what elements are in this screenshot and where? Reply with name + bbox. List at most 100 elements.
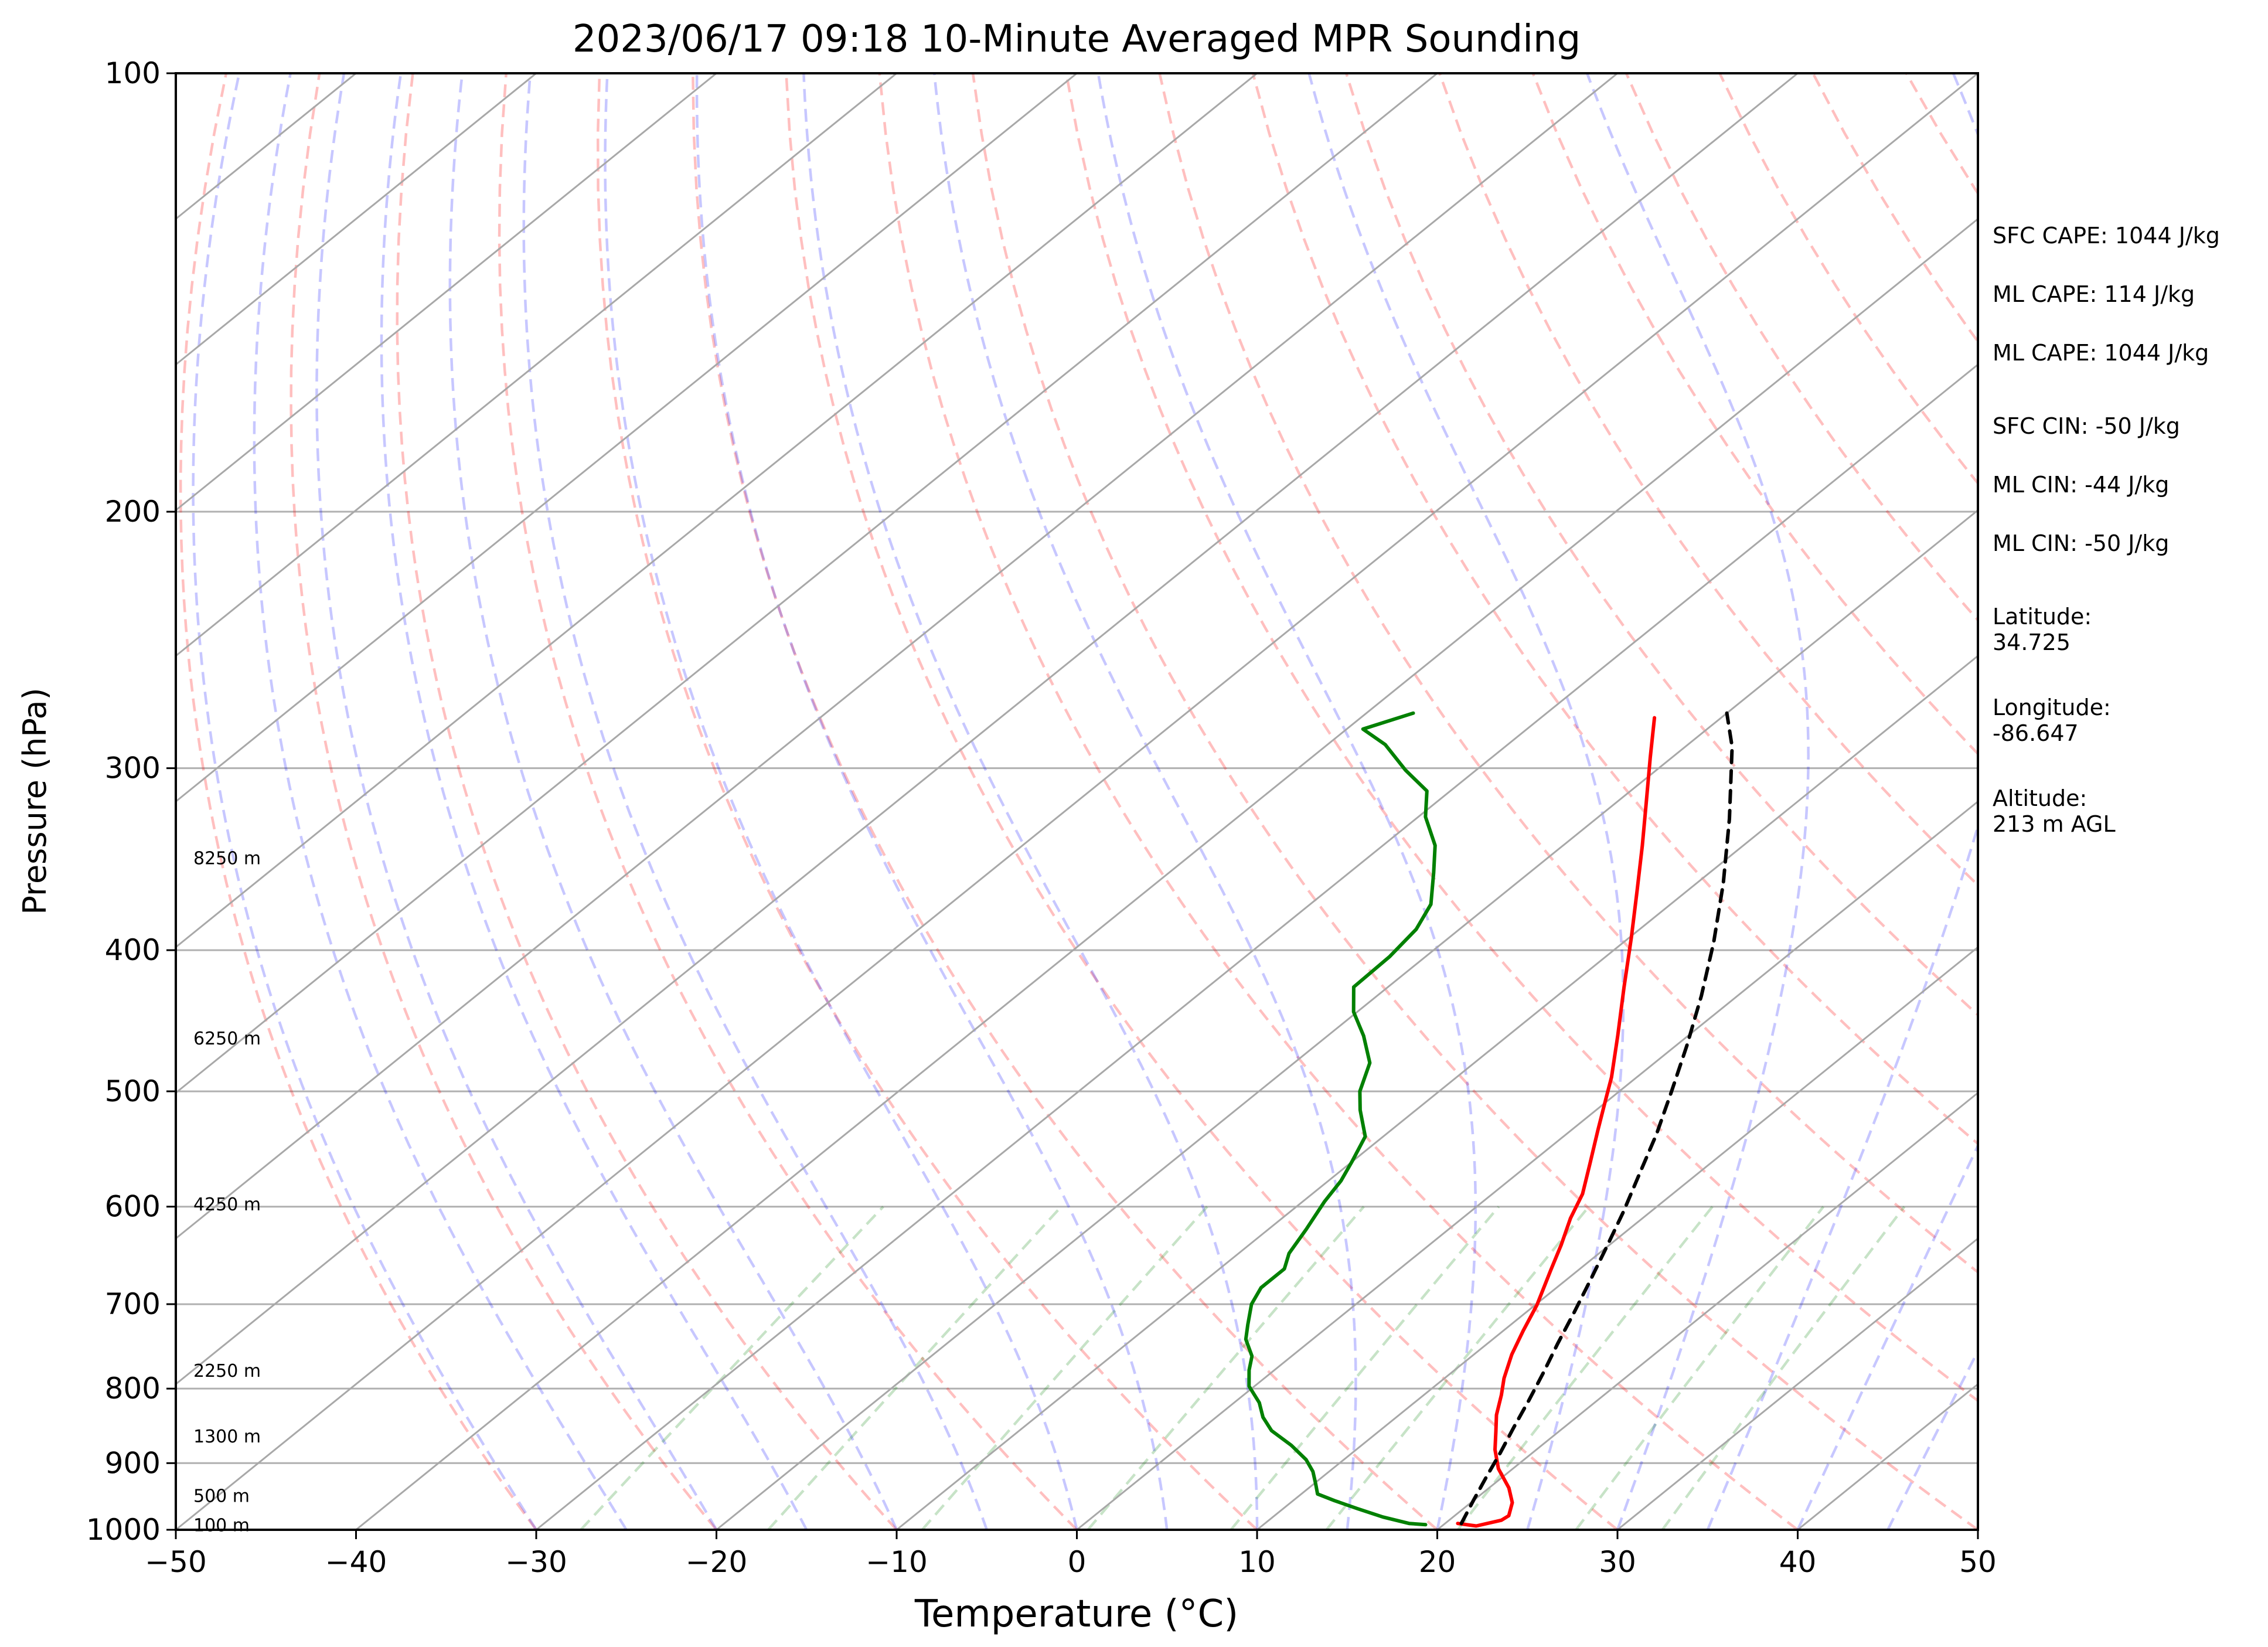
series-layer <box>1244 711 1734 1528</box>
annotation-text: ML CIN: -44 J/kg <box>1993 472 2169 498</box>
y-tick-label: 400 <box>105 933 161 967</box>
mixing-ratio-line <box>921 1206 1208 1530</box>
isotherm-line <box>355 217 1978 1530</box>
annotation-text: Latitude: <box>1993 604 2092 629</box>
height-label: 100 m <box>193 1515 250 1536</box>
annotation-layer: SFC CAPE: 1044 J/kg ML CAPE: 114 J/kg ML C… <box>1993 223 2220 837</box>
dewpoint-trace <box>1244 711 1437 1527</box>
isotherm-line <box>176 73 1799 1386</box>
y-tick-label: 1000 <box>86 1513 161 1547</box>
height-label-layer: 100 m 500 m 1300 m 2250 m 4250 m 6250 m 8250 m <box>193 849 261 1536</box>
moist-adiabat <box>1585 73 1810 1530</box>
isotherm-line <box>176 73 1258 948</box>
y-axis-label: Pressure (hPa) <box>16 688 53 914</box>
parcel-trace <box>1459 711 1734 1526</box>
y-tick-label: 500 <box>105 1074 161 1108</box>
y-tick-label: 700 <box>105 1287 161 1321</box>
mixing-ratio-line <box>1456 1206 1714 1530</box>
height-label: 6250 m <box>193 1029 261 1049</box>
isotherm-layer <box>176 73 1978 1530</box>
annotation-text: -86.647 <box>1993 720 2079 746</box>
mixing-ratio-line <box>1087 1206 1365 1530</box>
mixing-ratio-line <box>1230 1206 1500 1530</box>
annotation-text: Longitude: <box>1993 695 2111 720</box>
height-label: 1300 m <box>193 1427 261 1447</box>
moist-adiabat <box>253 73 628 1530</box>
annotation-text: SFC CIN: -50 J/kg <box>1993 413 2180 439</box>
annotation-text: 213 m AGL <box>1993 811 2116 837</box>
dry-adiabat <box>396 73 898 1530</box>
chart-title: 2023/06/17 09:18 10-Minute Averaged MPR … <box>573 18 1581 61</box>
dry-adiabat <box>498 73 1078 1530</box>
isotherm-line <box>896 655 1978 1530</box>
annotation-text: SFC CAPE: 1044 J/kg <box>1993 223 2220 249</box>
moist-adiabat <box>1096 73 1477 1530</box>
annotation-text: 34.725 <box>1993 629 2071 655</box>
annotation-text: Altitude: <box>1993 785 2087 811</box>
moist-adiabat <box>695 73 1169 1530</box>
mixing-ratio-line <box>580 1206 884 1530</box>
x-tick-label: −20 <box>686 1545 748 1579</box>
moist-adiabat <box>1307 73 1625 1530</box>
moist-adiabat <box>1706 73 1978 1530</box>
dry-adiabat <box>1065 73 1978 1403</box>
moist-adiabat <box>192 73 537 1530</box>
y-tick-label: 200 <box>105 495 161 529</box>
x-tick-label: 30 <box>1599 1545 1636 1579</box>
dry-adiabat <box>596 73 1258 1530</box>
isotherm-line <box>1617 1237 1978 1530</box>
isotherm-line <box>176 73 1618 1240</box>
dry-adiabat <box>878 73 1799 1530</box>
x-tick-label: −50 <box>145 1545 207 1579</box>
dry-adiabat <box>692 73 1438 1530</box>
moist-adiabat <box>522 73 988 1530</box>
y-tick-label: 900 <box>105 1446 161 1480</box>
x-axis: −50 −40 −30 −20 −10 0 10 20 30 40 50 <box>145 1530 1997 1579</box>
y-tick-label: 800 <box>105 1372 161 1406</box>
y-axis: 1000 900 800 700 600 500 400 300 200 100 <box>86 56 176 1547</box>
isotherm-line <box>716 509 1978 1530</box>
x-tick-label: 0 <box>1068 1545 1087 1579</box>
annotation-text: ML CIN: -50 J/kg <box>1993 530 2169 556</box>
isotherm-line <box>176 73 357 220</box>
isotherm-line <box>176 73 537 366</box>
dry-adiabat <box>1438 73 1978 887</box>
isotherm-line <box>176 73 1078 803</box>
dry-adiabat <box>971 73 1978 1530</box>
height-label: 2250 m <box>193 1361 261 1381</box>
annotation-text: ML CAPE: 1044 J/kg <box>1993 340 2209 366</box>
mixing-ratio-line <box>1661 1206 1906 1530</box>
isotherm-line <box>1076 800 1978 1530</box>
isotherm-line <box>1256 946 1978 1530</box>
dry-adiabat <box>1158 73 1978 1274</box>
x-tick-label: 20 <box>1419 1545 1456 1579</box>
y-tick-label: 300 <box>105 751 161 785</box>
dry-adiabat <box>290 73 718 1530</box>
isotherm-line <box>1436 1091 1978 1530</box>
moist-adiabat <box>315 73 718 1530</box>
x-tick-label: 40 <box>1779 1545 1817 1579</box>
mixing-ratio-line <box>767 1206 1063 1530</box>
x-tick-label: −40 <box>325 1545 387 1579</box>
y-tick-label: 600 <box>105 1190 161 1224</box>
y-tick-label: 100 <box>105 56 161 90</box>
isotherm-line <box>536 363 1978 1530</box>
x-tick-label: −10 <box>866 1545 928 1579</box>
isotherm-line <box>176 73 1978 1530</box>
mixing-ratio-line <box>1325 1206 1590 1530</box>
x-tick-label: −30 <box>505 1545 567 1579</box>
isotherm-line <box>176 73 717 512</box>
annotation-text: ML CAPE: 114 J/kg <box>1993 281 2195 307</box>
x-tick-label: 50 <box>1959 1545 1997 1579</box>
dry-adiabat <box>1251 73 1978 1146</box>
temperature-trace <box>1456 716 1657 1528</box>
dry-adiabat <box>785 73 1619 1530</box>
x-axis-label: Temperature (°C) <box>914 1592 1238 1636</box>
moist-adiabat <box>380 73 808 1530</box>
moist-adiabat <box>448 73 898 1530</box>
dry-adiabat <box>1345 73 1978 1017</box>
x-tick-label: 10 <box>1238 1545 1276 1579</box>
dry-adiabat <box>179 73 537 1530</box>
moist-adiabat <box>604 73 1078 1530</box>
